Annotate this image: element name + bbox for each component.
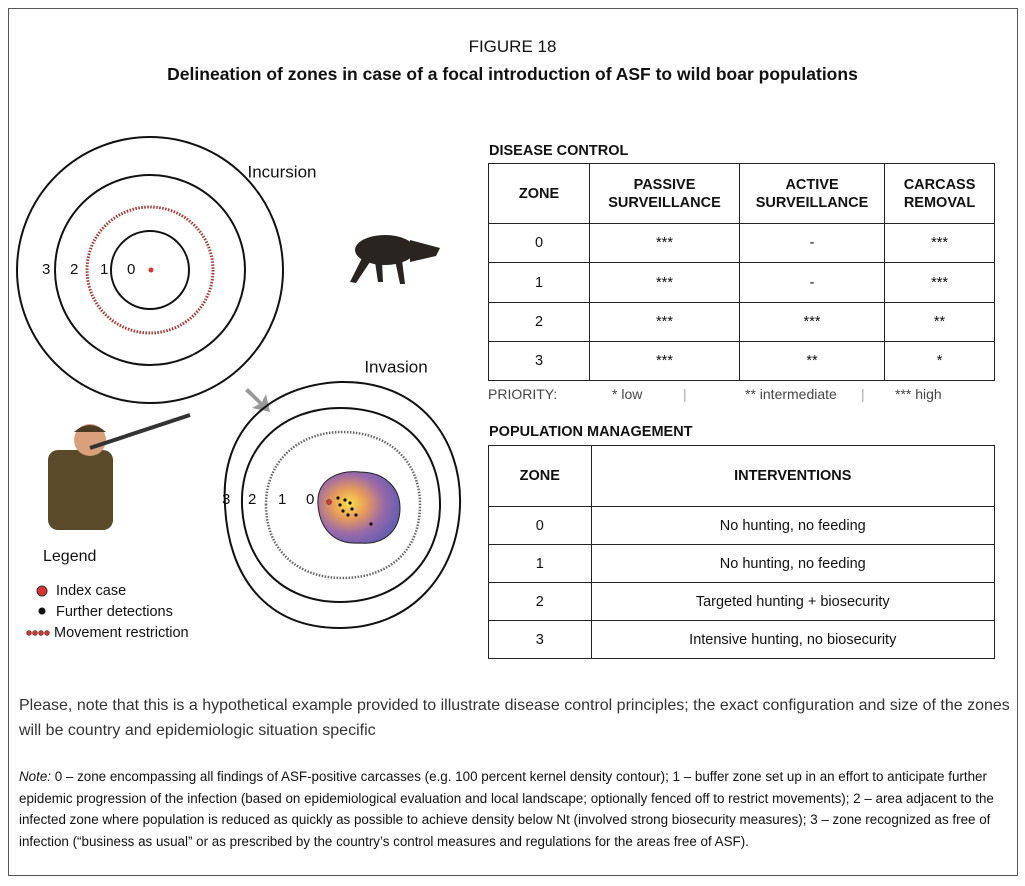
invasion-zones <box>223 380 462 630</box>
zone-label: 1 <box>278 491 286 508</box>
header-cell: PASSIVE SURVEILLANCE <box>589 162 740 225</box>
priority-item: *** high <box>895 386 942 402</box>
legend-marker <box>36 585 48 597</box>
boar-image <box>350 235 440 284</box>
cell: - <box>738 223 886 264</box>
index-case <box>148 267 154 273</box>
cell: *** <box>884 223 995 264</box>
priority-legend: PRIORITY: * low | ** intermediate | *** … <box>488 386 968 404</box>
header-row: ZONE PASSIVE SURVEILLANCE ACTIVE SURVEILLA… <box>487 162 995 225</box>
header-cell: CARCASS REMOVAL <box>884 162 995 225</box>
row: 1 No hunting, no feeding <box>488 544 996 583</box>
cell: 2 <box>487 301 591 342</box>
cell: ** <box>738 340 886 382</box>
cell: *** <box>738 301 886 342</box>
row: 3 *** ** * <box>487 340 995 382</box>
cell: *** <box>884 262 995 303</box>
section-title: DISEASE CONTROL <box>489 143 629 159</box>
separator: | <box>861 386 865 402</box>
index-case <box>326 499 332 505</box>
figure-label: FIGURE 18 <box>468 37 557 56</box>
cell: * <box>884 340 995 382</box>
caption: Please, note that this is a hypothetical… <box>19 697 1010 739</box>
legend-item: Further detections <box>56 604 173 620</box>
note-label: Note: <box>19 769 52 784</box>
zone-label: 1 <box>100 261 108 278</box>
legend-marker <box>26 630 50 636</box>
cell: *** <box>589 223 740 264</box>
row: 0 *** - *** <box>487 223 995 264</box>
legend-item: Index case <box>56 583 126 599</box>
zone-label: 0 <box>306 491 314 508</box>
row: 2 *** *** ** <box>487 301 995 342</box>
further-detections <box>336 496 373 526</box>
cell: 3 <box>487 340 591 382</box>
row: 0 No hunting, no feeding <box>488 506 996 545</box>
zone-diagram: Incursion 3 2 1 0 Invasion 3 2 1 0 Legend Inde… <box>16 136 462 641</box>
cell: 1 <box>487 262 591 303</box>
zone-label: 3 <box>42 261 50 278</box>
figure-title: Delineation of zones in case of a focal … <box>167 64 858 84</box>
cell: *** <box>589 301 740 342</box>
cell: 0 <box>487 223 591 264</box>
row: 3 Intensive hunting, no biosecurity <box>488 620 996 659</box>
cell: *** <box>589 340 740 382</box>
cell: *** <box>589 262 740 303</box>
cell: 1 <box>488 544 592 583</box>
legend-marker <box>38 607 46 615</box>
cell: ** <box>884 301 995 342</box>
cell: 0 <box>488 506 592 545</box>
invasion-label: Invasion <box>364 357 427 376</box>
priority-item: * low <box>612 386 643 402</box>
header-cell: INTERVENTIONS <box>590 445 996 507</box>
row: 2 Targeted hunting + biosecurity <box>488 582 996 621</box>
incursion-label: Incursion <box>248 162 317 181</box>
note-text: 0 – zone encompassing all findings of AS… <box>19 769 994 849</box>
priority-item: ** intermediate <box>745 386 837 402</box>
cell: - <box>738 262 886 303</box>
header-row: ZONE INTERVENTIONS <box>488 445 996 507</box>
zone-label: 2 <box>248 491 256 508</box>
note: Note: 0 – zone encompassing all findings… <box>19 766 1004 852</box>
header-cell: ZONE <box>488 445 592 507</box>
legend-item: Movement restriction <box>54 625 189 641</box>
infected-area <box>317 471 401 544</box>
zone-label: 2 <box>70 261 78 278</box>
cell: Targeted hunting + biosecurity <box>590 582 996 621</box>
cell: No hunting, no feeding <box>590 544 996 583</box>
cell: 3 <box>488 620 592 659</box>
disease-control-table: ZONE PASSIVE SURVEILLANCE ACTIVE SURVEILLA… <box>487 162 995 382</box>
hunter-image <box>48 413 191 530</box>
row: 1 *** - *** <box>487 262 995 303</box>
zone-label: 0 <box>127 261 135 278</box>
header-cell: ACTIVE SURVEILLANCE <box>738 162 886 225</box>
cell: 2 <box>488 582 592 621</box>
separator: | <box>683 386 687 402</box>
section-title: POPULATION MANAGEMENT <box>489 424 693 440</box>
frame <box>8 8 1018 876</box>
header-cell: ZONE <box>487 162 591 225</box>
zone-label: 3 <box>222 491 230 508</box>
cell: No hunting, no feeding <box>590 506 996 545</box>
incursion-circles <box>16 136 284 404</box>
cell: Intensive hunting, no biosecurity <box>590 620 996 659</box>
arrow <box>245 388 270 412</box>
priority-label: PRIORITY: <box>488 386 558 402</box>
legend-title: Legend <box>43 548 96 565</box>
population-management-table: ZONE INTERVENTIONS 0 No hunting, no feeding… <box>488 445 996 659</box>
